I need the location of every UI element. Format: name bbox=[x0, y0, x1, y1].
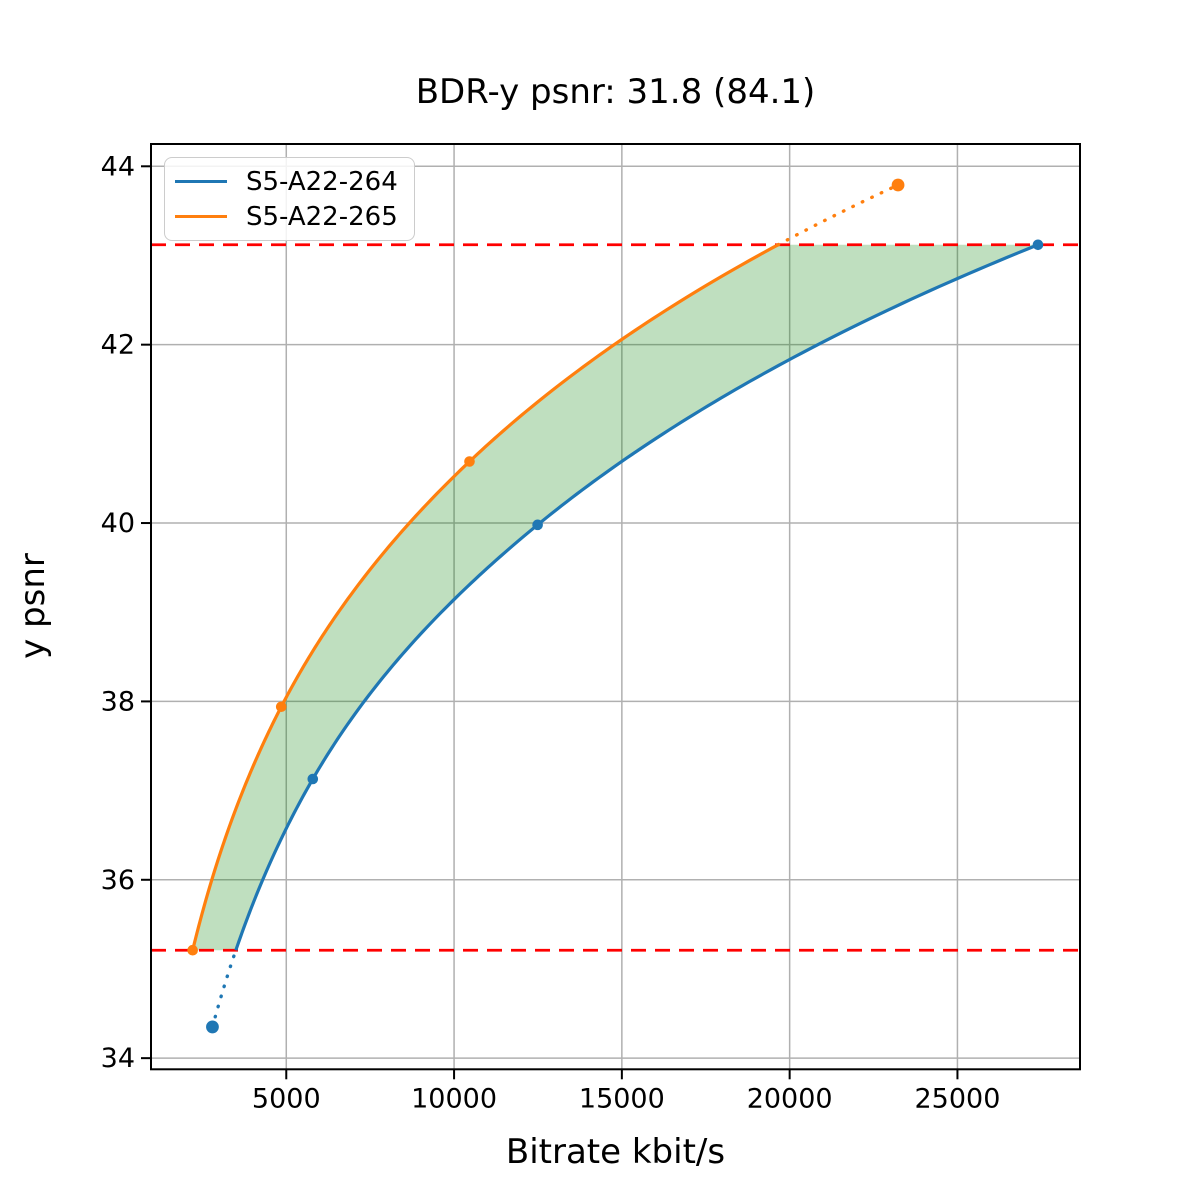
chart-title: BDR-y psnr: 31.8 (84.1) bbox=[415, 72, 816, 112]
x-axis-label: Bitrate kbit/s bbox=[505, 1132, 726, 1172]
legend: S5-A22-264 S5-A22-265 bbox=[164, 157, 415, 241]
legend-entry: S5-A22-264 bbox=[175, 165, 398, 198]
data-point-S5-A22-265 bbox=[464, 456, 475, 467]
x-tick-label: 20000 bbox=[747, 1083, 833, 1114]
y-tick-label: 40 bbox=[101, 508, 135, 539]
legend-label: S5-A22-265 bbox=[246, 201, 398, 232]
legend-line-swatch bbox=[175, 215, 227, 218]
data-point-S5-A22-264 bbox=[1032, 239, 1044, 251]
y-tick-label: 34 bbox=[101, 1043, 135, 1074]
x-tick-label: 10000 bbox=[411, 1083, 497, 1114]
legend-entry: S5-A22-265 bbox=[175, 200, 398, 233]
y-tick-label: 36 bbox=[101, 865, 135, 896]
x-tick-label: 15000 bbox=[579, 1083, 665, 1114]
series-line-S5-A22-265 bbox=[191, 243, 779, 951]
y-axis-label: y psnr bbox=[13, 553, 53, 659]
series-extrapolation-dotted-S5-A22-265 bbox=[776, 183, 900, 247]
x-tick-label: 25000 bbox=[914, 1083, 1000, 1114]
data-point-S5-A22-264 bbox=[307, 773, 319, 785]
data-point-S5-A22-265 bbox=[187, 944, 198, 956]
series-line-S5-A22-264 bbox=[234, 243, 1039, 951]
data-point-S5-A22-265 bbox=[275, 701, 287, 713]
data-point-S5-A22-264 bbox=[532, 519, 543, 531]
y-tick-label: 44 bbox=[101, 151, 135, 182]
axes-spines bbox=[150, 143, 1081, 1071]
data-point-S5-A22-265 bbox=[891, 178, 905, 192]
x-tick-label: 5000 bbox=[252, 1083, 321, 1114]
bd-overlap-area-fill bbox=[192, 244, 1038, 951]
data-point-S5-A22-264 bbox=[206, 1020, 219, 1034]
legend-line-swatch bbox=[175, 180, 227, 183]
y-tick-label: 42 bbox=[101, 330, 135, 361]
legend-label: S5-A22-264 bbox=[246, 166, 398, 197]
y-tick-label: 38 bbox=[101, 686, 135, 717]
series-extrapolation-dotted-S5-A22-264 bbox=[210, 948, 238, 1029]
